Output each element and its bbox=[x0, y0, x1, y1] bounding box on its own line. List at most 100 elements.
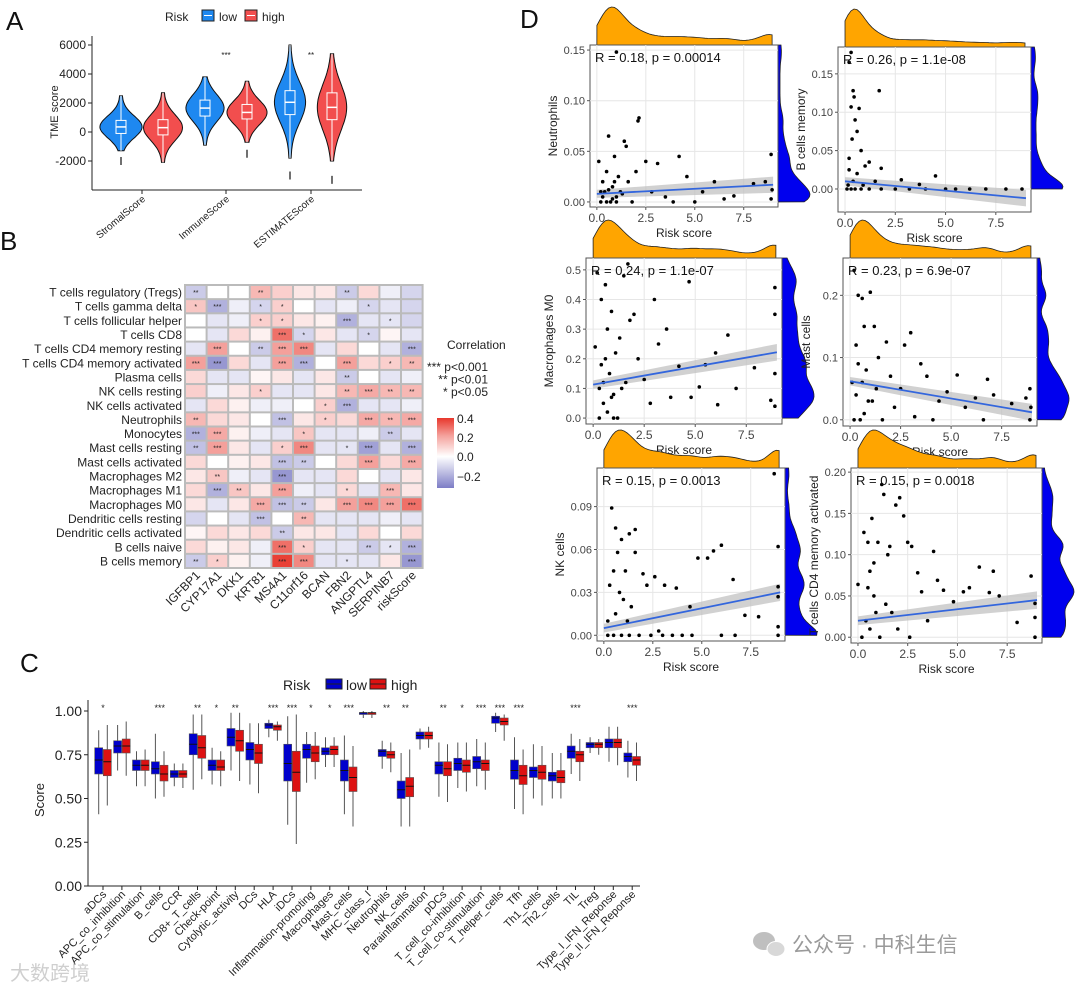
d-scatter-point bbox=[987, 590, 992, 595]
b-heatmap-cell bbox=[294, 498, 314, 511]
b-cell-stars: *** bbox=[278, 417, 286, 424]
d-scatter-point bbox=[919, 362, 923, 366]
d-x-tick-label: 0.0 bbox=[837, 216, 854, 230]
b-cell-stars: ** bbox=[301, 502, 307, 509]
b-colorbar-tick-label: 0.2 bbox=[457, 431, 474, 445]
d-scatter-point bbox=[935, 578, 940, 583]
d-scatter-point bbox=[867, 187, 871, 191]
d-scatter-point bbox=[656, 629, 661, 633]
b-heatmap-cell bbox=[186, 328, 206, 341]
d-scatter-point bbox=[915, 571, 920, 575]
b-cell-stars: *** bbox=[408, 559, 416, 566]
b-heatmap-cell bbox=[315, 356, 336, 369]
d-scatter-point bbox=[731, 577, 735, 582]
d-scatter-point bbox=[847, 156, 851, 161]
b-row-label: T cells CD8 bbox=[120, 328, 182, 342]
c-box-low bbox=[453, 757, 463, 771]
b-heatmap-cell bbox=[380, 385, 400, 398]
d-right-density bbox=[784, 467, 818, 636]
b-heatmap-cell bbox=[207, 370, 228, 384]
b-heatmap-cell bbox=[402, 498, 422, 511]
d-scatter-point bbox=[668, 395, 673, 400]
d-scatter-point bbox=[597, 159, 601, 164]
d-scatter-point bbox=[852, 268, 856, 273]
b-heatmap-cell bbox=[272, 512, 292, 525]
d-scatter-point bbox=[593, 345, 597, 349]
d-y-tick-label: 0.09 bbox=[571, 502, 592, 514]
d-x-tick-label: 5.0 bbox=[687, 428, 704, 442]
d-x-tick-label: 0.0 bbox=[585, 428, 602, 442]
b-row-label: T cells CD4 memory activated bbox=[22, 356, 182, 370]
d-scatter-point bbox=[611, 569, 616, 573]
d-scatter-point bbox=[1029, 574, 1033, 578]
d-scatter-point bbox=[664, 327, 669, 331]
d-scatter-point bbox=[868, 569, 872, 573]
d-scatter-point bbox=[961, 590, 966, 594]
d-scatter-point bbox=[614, 50, 619, 54]
b-cell-stars: ** bbox=[409, 389, 415, 396]
b-heatmap-cell bbox=[358, 370, 379, 384]
b-heatmap-cell bbox=[229, 370, 249, 384]
b-heatmap-cell bbox=[402, 540, 422, 553]
d-scatter-point bbox=[609, 506, 614, 510]
d-scatter-point bbox=[879, 187, 883, 191]
b-cell-stars: * bbox=[281, 304, 284, 311]
b-heatmap-cell bbox=[337, 526, 357, 539]
d-scatter-point bbox=[632, 312, 636, 317]
b-cell-stars: * bbox=[346, 446, 349, 453]
b-heatmap-cell bbox=[207, 455, 228, 468]
b-cell-stars: ** bbox=[409, 361, 415, 368]
c-x-tick-label: DCs bbox=[237, 888, 261, 912]
b-heatmap-cell bbox=[337, 300, 357, 313]
d-scatter-point bbox=[600, 195, 605, 199]
d-x-tick-label: 0.0 bbox=[596, 645, 613, 659]
b-heatmap-cell bbox=[186, 356, 206, 369]
d-scatter-point bbox=[977, 565, 982, 569]
d-y-tick-label: 0.00 bbox=[564, 197, 585, 209]
d-scatter-point bbox=[693, 200, 697, 204]
b-heatmap-cell bbox=[337, 328, 357, 341]
b-heatmap-cell bbox=[272, 484, 292, 497]
b-cell-stars: ** bbox=[258, 290, 264, 297]
c-box-high bbox=[310, 745, 320, 763]
d-scatter-point bbox=[955, 373, 959, 377]
b-cell-stars: * bbox=[346, 488, 349, 495]
d-y-axis-label: Macrophages M0 bbox=[542, 294, 556, 387]
b-cell-stars: ** bbox=[236, 488, 242, 495]
d-right-density bbox=[1041, 467, 1075, 638]
d-scatter-point bbox=[610, 197, 615, 201]
d-confidence-band bbox=[857, 591, 1038, 626]
b-heatmap-cell bbox=[315, 370, 336, 384]
b-heatmap-cell bbox=[186, 300, 206, 313]
d-fit-line bbox=[849, 380, 1033, 414]
d-y-axis-label: B cells memory bbox=[794, 88, 808, 170]
b-heatmap-cell bbox=[380, 370, 400, 384]
d-scatter-point bbox=[851, 88, 855, 93]
d-y-tick-label: 0.20 bbox=[825, 467, 846, 479]
b-heatmap-cell bbox=[358, 469, 379, 483]
b-heatmap-cell bbox=[186, 540, 206, 553]
b-heatmap-cell bbox=[207, 441, 228, 454]
b-row-label: B cells naive bbox=[115, 540, 183, 554]
b-heatmap-cell bbox=[337, 314, 357, 327]
d-scatter-point bbox=[907, 635, 912, 639]
d-y-tick-label: 0.4 bbox=[566, 295, 581, 307]
b-heatmap-cell bbox=[358, 286, 379, 299]
b-cell-stars: ** bbox=[193, 446, 199, 453]
d-panel-frame bbox=[585, 257, 783, 425]
b-heatmap-cell bbox=[358, 314, 379, 327]
d-scatter-point bbox=[726, 333, 730, 337]
d-x-tick-label: 7.5 bbox=[742, 645, 759, 659]
b-cell-stars: *** bbox=[365, 502, 373, 509]
d-scatter-point bbox=[613, 612, 618, 616]
d-scatter-point bbox=[612, 179, 617, 184]
b-cell-stars: *** bbox=[408, 502, 416, 509]
b-heatmap-cell bbox=[315, 328, 336, 341]
d-scatter-point bbox=[619, 633, 624, 638]
d-scatter-point bbox=[861, 183, 865, 187]
d-scatter-point bbox=[677, 364, 681, 369]
b-heatmap-cell bbox=[229, 300, 249, 313]
d-scatter-point bbox=[625, 619, 630, 623]
d-scatter-point bbox=[1020, 187, 1024, 191]
